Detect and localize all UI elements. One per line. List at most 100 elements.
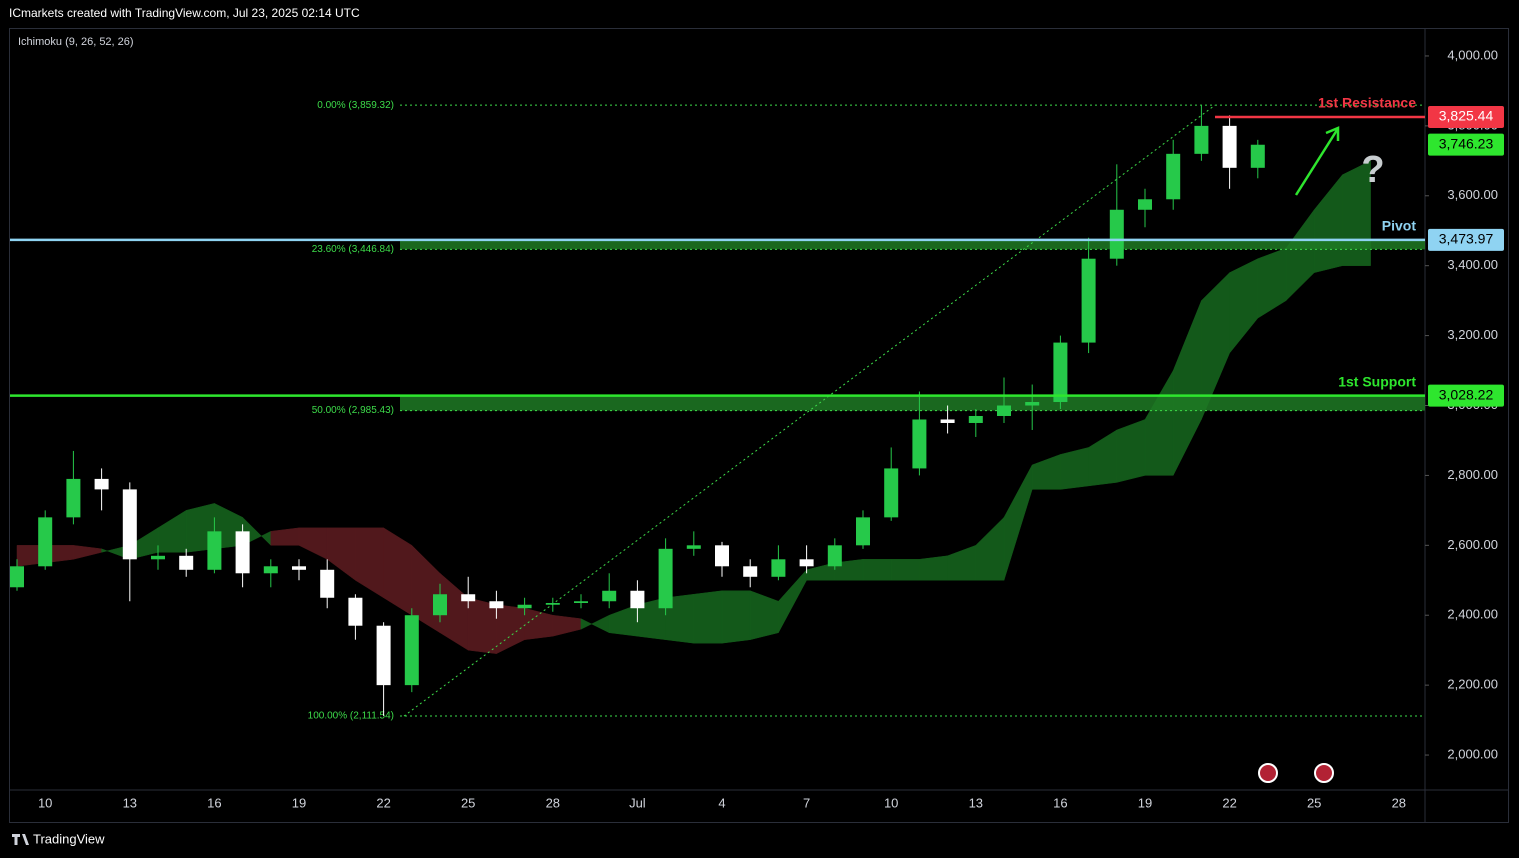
y-tick-label: 4,000.00: [1447, 47, 1498, 62]
price-badge-label: 3,825.44: [1439, 108, 1494, 124]
cloud: [693, 590, 723, 644]
candle-body: [122, 489, 137, 560]
x-tick-label: Jul: [629, 795, 646, 810]
x-tick-label: 10: [38, 795, 52, 810]
candle-body: [856, 517, 870, 546]
candle-body: [799, 559, 814, 567]
x-tick-label: 10: [884, 795, 898, 810]
candle-body: [827, 545, 842, 567]
price-badge: [1428, 133, 1504, 156]
candle-body: [912, 419, 927, 469]
candle-body: [320, 569, 335, 598]
level-name: 1st Support: [1338, 373, 1416, 389]
cloud: [919, 555, 948, 581]
candle-body: [686, 545, 701, 549]
trend-line: [403, 104, 1216, 717]
x-tick-label: 19: [1138, 795, 1152, 810]
cloud: [721, 590, 751, 644]
footer-brand: TradingView: [33, 831, 105, 846]
cloud: [890, 559, 920, 581]
candle-body: [545, 602, 560, 605]
candle-body: [404, 615, 419, 686]
candle-body: [1250, 144, 1265, 168]
y-tick-label: 2,600.00: [1447, 537, 1498, 552]
price-badge: [1428, 228, 1504, 251]
y-tick-label: 2,200.00: [1447, 677, 1498, 692]
candle-body: [1166, 153, 1181, 200]
candle-body: [602, 590, 617, 602]
y-tick-label: 2,000.00: [1447, 746, 1498, 761]
x-tick-label: 25: [461, 795, 475, 810]
candle-body: [743, 566, 758, 577]
fib-zone: [400, 239, 1425, 250]
candle-body: [1081, 258, 1096, 343]
cloud: [1116, 419, 1146, 483]
x-tick-label: 13: [969, 795, 983, 810]
y-tick-label: 2,400.00: [1447, 607, 1498, 622]
event-flag[interactable]: [1258, 763, 1278, 783]
candle-body: [66, 478, 81, 518]
y-tick-label: 3,200.00: [1447, 327, 1498, 342]
price-badge-label: 3,028.22: [1439, 386, 1494, 402]
fib-label: 0.00% (3,859.32): [317, 100, 394, 111]
cloud: [1060, 447, 1089, 490]
x-tick-label: 4: [718, 795, 725, 810]
y-tick-label: 3,600.00: [1447, 187, 1498, 202]
candle-body: [38, 517, 53, 567]
cloud: [862, 559, 892, 581]
candle-body: [658, 548, 673, 609]
price-badge-label: 3,473.97: [1439, 231, 1494, 247]
candle-body: [151, 555, 165, 560]
candle-body: [771, 559, 786, 577]
candle-body: [94, 478, 109, 490]
x-tick-label: 16: [207, 795, 221, 810]
candle-body: [1025, 402, 1040, 406]
y-tick-label: 2,800.00: [1447, 467, 1498, 482]
fib-label: 50.00% (2,985.43): [312, 405, 394, 416]
x-tick-label: 7: [803, 795, 810, 810]
price-badge: [1428, 105, 1504, 128]
candle-body: [348, 597, 363, 626]
x-tick-label: 16: [1053, 795, 1067, 810]
x-tick-label: 13: [123, 795, 137, 810]
candle-body: [574, 601, 588, 603]
candle-body: [1194, 125, 1209, 154]
arrow-head: [1325, 126, 1340, 141]
candle-body: [207, 531, 222, 570]
fib-zone: [400, 395, 1425, 411]
x-tick-label: 28: [546, 795, 560, 810]
candle-body: [179, 555, 194, 570]
fib-label: 23.60% (3,446.84): [312, 244, 394, 255]
x-tick-label: 22: [1222, 795, 1236, 810]
candle-body: [630, 590, 645, 609]
candle-body: [517, 604, 532, 609]
candle-body: [235, 531, 250, 574]
panel-border: [9, 28, 1509, 823]
candle-body: [968, 415, 983, 423]
x-tick-label: 22: [376, 795, 390, 810]
candle-body: [489, 601, 504, 609]
candle-body: [433, 594, 447, 616]
plot-area: 2,000.00 2,200.00 2,400.00 2,600.00 2,800.00…: [10, 47, 1498, 810]
candle-body: [1138, 199, 1152, 210]
candle-body: [1053, 342, 1068, 403]
candle-body: [1222, 125, 1237, 168]
tv-logo: [12, 834, 29, 845]
level-name: 1st Resistance: [1318, 95, 1416, 111]
x-tick-label: 28: [1392, 795, 1406, 810]
candle-body: [997, 405, 1011, 416]
candle-body: [292, 566, 306, 570]
x-tick-label: 25: [1307, 795, 1321, 810]
candle-body: [884, 468, 899, 518]
candle-body: [10, 566, 24, 588]
event-flag[interactable]: [1314, 763, 1334, 783]
x-tick-label: 19: [292, 795, 306, 810]
level-name: Pivot: [1382, 218, 1417, 234]
candle-body: [1109, 209, 1124, 259]
candle-body: [940, 419, 955, 423]
arrow: [1294, 129, 1339, 196]
price-badge: [1428, 384, 1504, 407]
candle-body: [715, 545, 729, 567]
